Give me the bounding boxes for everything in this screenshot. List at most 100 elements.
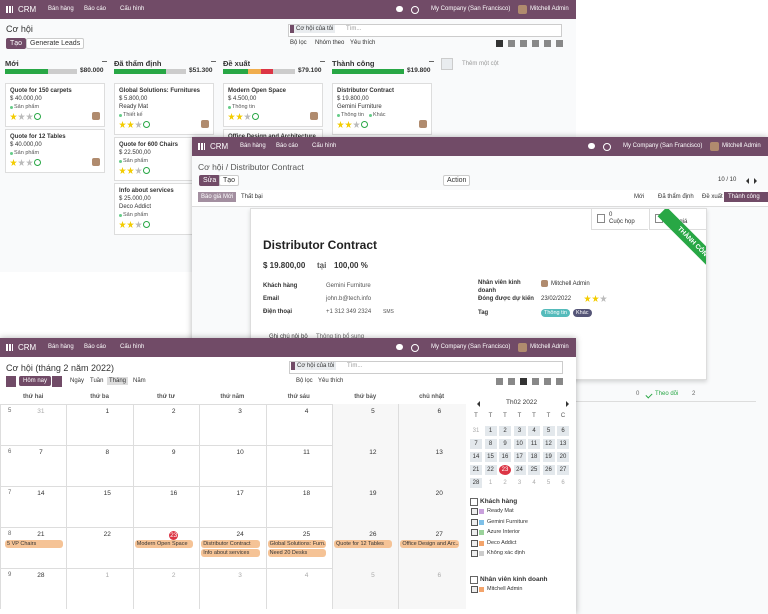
priority-star[interactable] — [119, 221, 126, 228]
day-cell[interactable] — [398, 568, 466, 609]
filter-checkbox[interactable] — [471, 518, 478, 526]
column-add[interactable] — [320, 61, 325, 62]
filter-button[interactable]: Bộ lọc — [296, 378, 313, 384]
pager-prev[interactable] — [743, 178, 749, 184]
filter-item[interactable]: Gemini Furniture — [487, 518, 528, 525]
day-cell[interactable] — [265, 527, 333, 568]
priority-star[interactable] — [135, 121, 142, 128]
calendar-event[interactable]: Need 20 Desks — [267, 549, 326, 557]
calendar-event[interactable]: Info about services — [201, 549, 260, 557]
mini-day[interactable]: 15 — [484, 452, 497, 462]
day-cell[interactable] — [332, 445, 400, 486]
day-cell[interactable] — [0, 568, 67, 609]
menu-item[interactable]: Bán hàng — [48, 6, 74, 12]
menu-item[interactable]: Báo cáo — [84, 344, 107, 350]
mini-day[interactable]: 22 — [484, 465, 497, 475]
apps-icon[interactable] — [198, 143, 205, 150]
column-add[interactable] — [211, 61, 216, 62]
next-button[interactable] — [52, 376, 62, 387]
tag-badge[interactable]: Thông tin — [541, 309, 570, 317]
mini-prev[interactable] — [474, 401, 480, 407]
menu-item[interactable]: Báo cáo — [84, 6, 107, 12]
mini-day[interactable]: 17 — [513, 452, 526, 462]
filter-checkbox[interactable] — [471, 508, 478, 515]
status-button[interactable]: Thất bại — [241, 194, 263, 200]
menu-item[interactable]: Bán hàng — [48, 344, 74, 350]
mini-day[interactable]: 12 — [542, 439, 555, 449]
add-column-icon[interactable] — [441, 58, 453, 70]
view-switch[interactable] — [556, 40, 563, 47]
priority-star[interactable] — [10, 159, 17, 166]
filter-checkbox[interactable] — [471, 539, 478, 547]
mini-day[interactable]: 19 — [542, 452, 555, 462]
priority-star[interactable] — [18, 159, 25, 166]
calendar-event[interactable]: Modern Open Space — [134, 540, 194, 548]
day-cell[interactable] — [0, 404, 67, 445]
mini-day[interactable]: 18 — [528, 452, 540, 462]
search-box[interactable] — [288, 24, 562, 37]
day-cell[interactable] — [66, 568, 133, 609]
app-name[interactable]: CRM — [18, 343, 37, 352]
view-switch[interactable] — [508, 40, 515, 47]
activity-icon[interactable] — [411, 6, 419, 14]
filter-item[interactable]: Ready Mat — [487, 508, 514, 514]
day-cell[interactable] — [0, 445, 67, 486]
filter-checkbox[interactable] — [471, 529, 478, 536]
filter-item[interactable]: Mitchell Admin — [487, 586, 523, 592]
mini-day[interactable]: 2 — [499, 426, 511, 436]
field-value[interactable]: 23/02/2022 — [541, 296, 572, 302]
chatter-messages[interactable]: 0 — [636, 391, 640, 397]
filter-button[interactable]: Bộ lọc — [290, 40, 307, 46]
view-switch[interactable] — [496, 40, 503, 47]
priority-star[interactable] — [244, 113, 251, 120]
apps-icon[interactable] — [6, 344, 13, 351]
field-value[interactable]: +1 312 349 2324 — [326, 309, 372, 315]
priority-star[interactable] — [353, 121, 360, 128]
filter-button[interactable]: Nhóm theo — [315, 40, 345, 46]
chat-icon[interactable] — [396, 344, 403, 350]
stage[interactable]: Đề xuất — [702, 194, 723, 200]
stage[interactable]: Thành công — [724, 192, 768, 202]
smart-button-border[interactable] — [591, 209, 648, 230]
priority-star[interactable] — [228, 113, 235, 120]
priority-star[interactable] — [236, 113, 243, 120]
view-switch[interactable] — [532, 40, 539, 47]
field-value[interactable]: Mitchell Admin — [551, 281, 590, 287]
chat-icon[interactable] — [588, 143, 595, 149]
priority-star[interactable] — [119, 121, 126, 128]
day-cell[interactable] — [265, 486, 333, 527]
day-cell[interactable] — [398, 404, 466, 445]
mini-day[interactable]: 21 — [470, 465, 482, 475]
prev-button[interactable] — [6, 376, 16, 387]
day-cell[interactable] — [199, 404, 266, 445]
today-button[interactable]: Hôm nay — [19, 376, 52, 386]
mini-day[interactable]: 26 — [542, 465, 555, 475]
priority-star[interactable] — [10, 113, 17, 120]
mini-day[interactable]: 20 — [557, 452, 569, 462]
day-cell[interactable] — [66, 404, 133, 445]
breadcrumb[interactable]: Cơ hội / Distributor Contract — [198, 162, 304, 172]
mini-next[interactable] — [566, 401, 572, 407]
priority-star[interactable] — [127, 167, 134, 174]
menu-item[interactable]: Báo cáo — [276, 143, 299, 149]
app-name[interactable]: CRM — [18, 5, 37, 14]
kanban-card[interactable]: Quote for 150 carpets $ 40.000,00 Sản phẩm — [5, 83, 105, 127]
company[interactable]: My Company (San Francisco) — [623, 143, 703, 149]
mini-day[interactable]: 7 — [470, 439, 482, 449]
mini-day[interactable]: 5 — [542, 426, 555, 436]
day-cell[interactable] — [132, 486, 200, 527]
mini-day[interactable]: 13 — [557, 439, 569, 449]
status-button[interactable]: Báo giá Mới — [198, 192, 237, 202]
priority-star[interactable] — [337, 121, 344, 128]
user-name[interactable]: Mitchell Admin — [530, 6, 569, 12]
mini-day[interactable]: 2 — [499, 478, 511, 488]
mini-day[interactable]: 14 — [470, 452, 482, 462]
day-cell[interactable] — [66, 445, 133, 486]
field-value[interactable]: john.b@tech.info — [326, 296, 372, 302]
priority-star[interactable] — [584, 295, 591, 302]
day-cell[interactable] — [332, 486, 400, 527]
company[interactable]: My Company (San Francisco) — [431, 6, 511, 12]
mini-day[interactable]: 27 — [557, 465, 569, 475]
view-switch[interactable] — [520, 378, 527, 385]
company[interactable]: My Company (San Francisco) — [431, 344, 511, 350]
